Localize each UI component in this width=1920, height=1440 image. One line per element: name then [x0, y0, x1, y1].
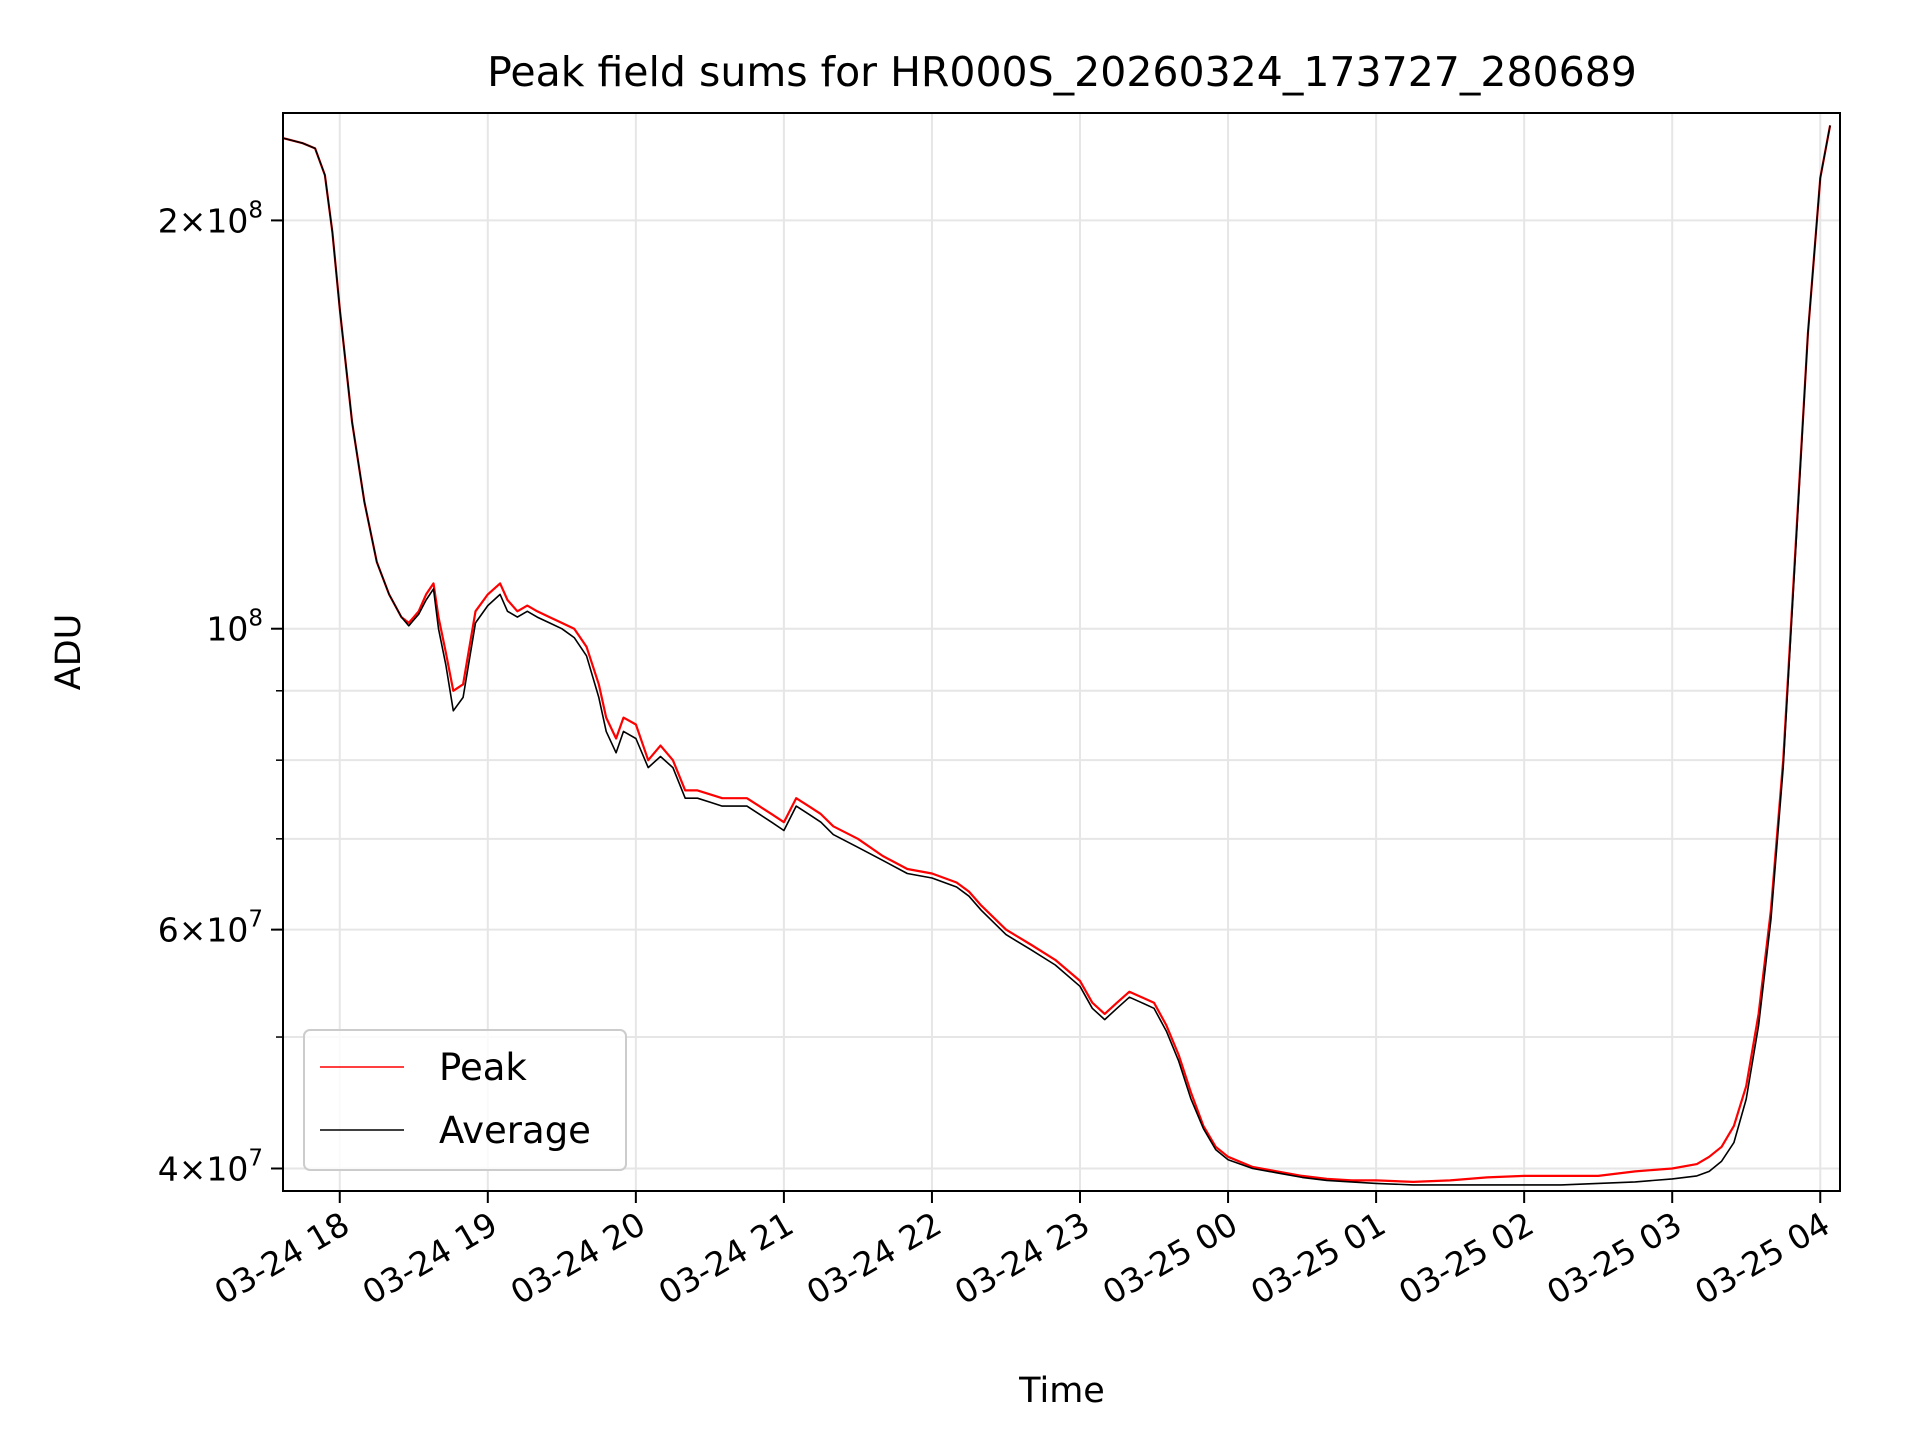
- y-tick-label: 108: [206, 606, 263, 649]
- legend-label-peak: Peak: [439, 1046, 527, 1089]
- y-axis-label: ADU: [49, 614, 89, 691]
- legend-box: [303, 1029, 627, 1171]
- chart-title: Peak field sums for HR000S_20260324_1737…: [487, 48, 1637, 96]
- legend: Peak Average: [303, 1029, 627, 1171]
- x-axis-label: Time: [1018, 1371, 1105, 1411]
- y-tick-label: 4×107: [158, 1145, 263, 1188]
- legend-label-average: Average: [439, 1109, 591, 1152]
- y-axis-ticks: 4×107 6×107 108 2×108: [158, 197, 283, 1188]
- y-tick-label: 2×108: [158, 197, 263, 240]
- plot-frame: [282, 112, 1841, 1192]
- series-line-average: [283, 125, 1831, 1186]
- y-tick-label: 6×107: [158, 907, 263, 950]
- series-layer: [283, 125, 1832, 1186]
- series-line-peak: [283, 125, 1832, 1183]
